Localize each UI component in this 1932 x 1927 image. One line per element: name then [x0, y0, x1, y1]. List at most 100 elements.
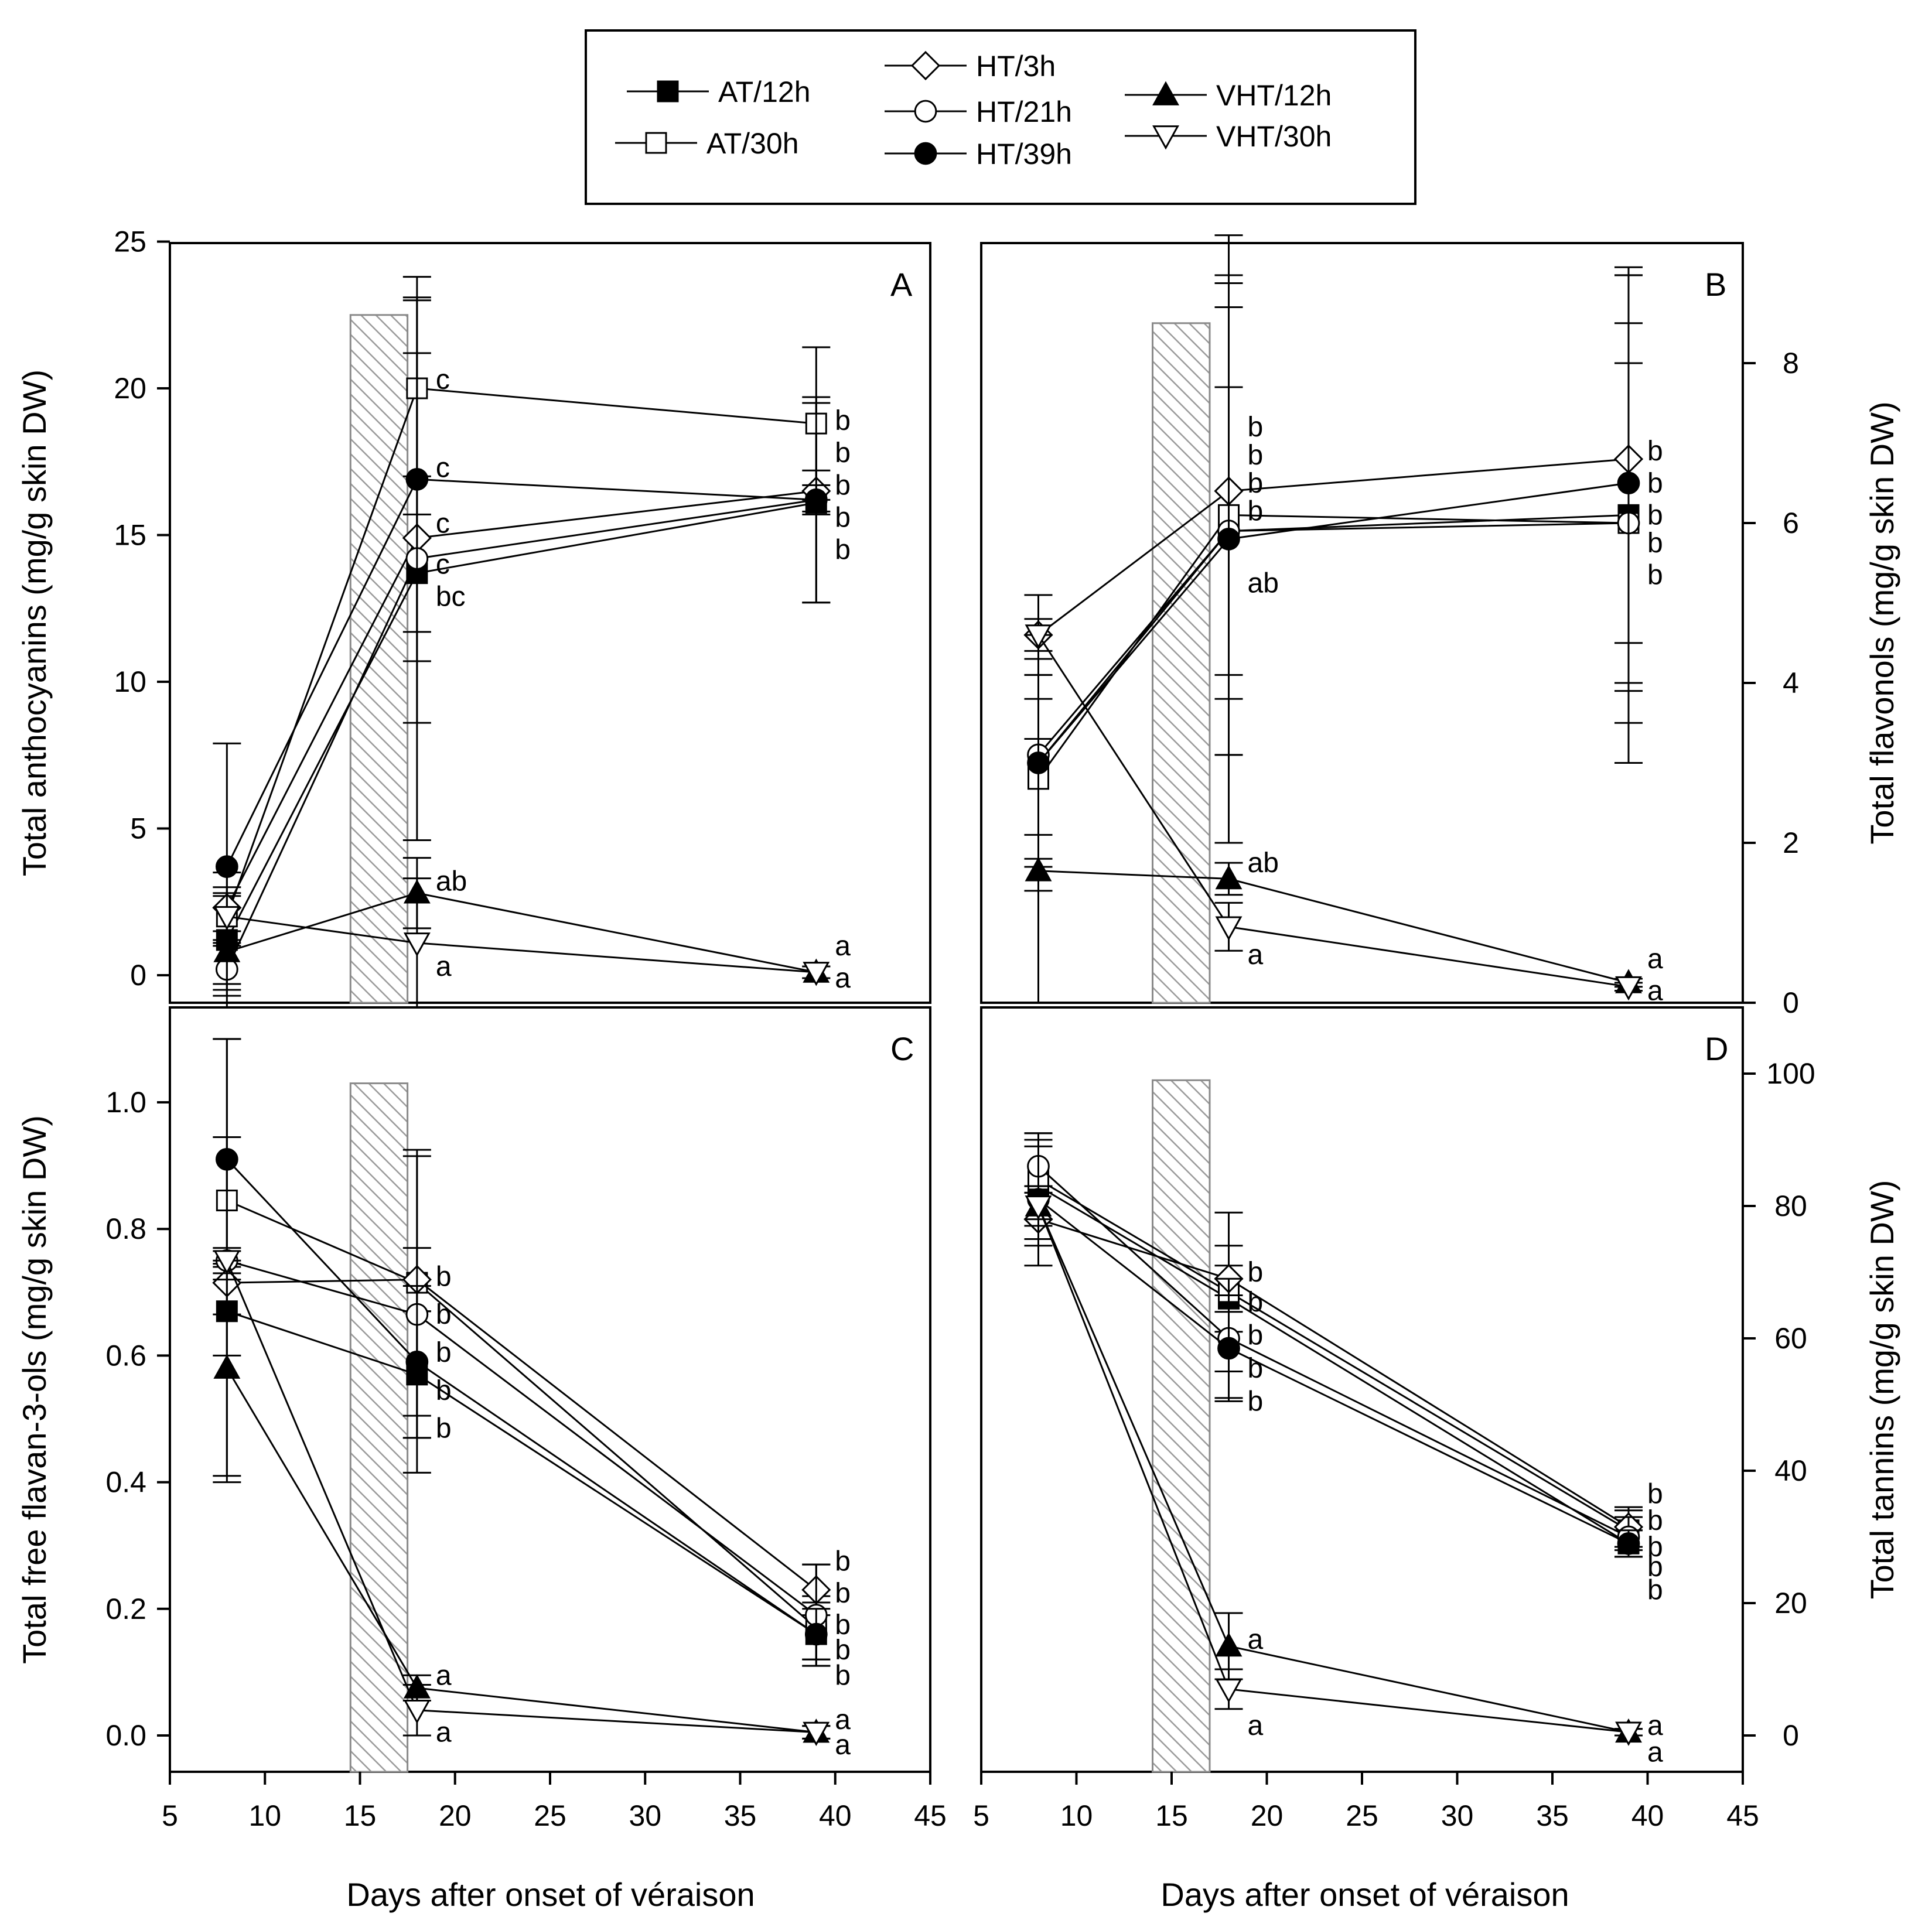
x-tick-label: 20 [1251, 1799, 1284, 1832]
series-vht-30h [213, 877, 831, 1009]
data-point [1215, 1679, 1243, 1703]
x-tick-label: 15 [1155, 1799, 1188, 1832]
x-tick-label: 5 [973, 1799, 989, 1832]
data-point [1615, 976, 1642, 1001]
significance-label: b [835, 1546, 851, 1577]
significance-label: b [835, 470, 851, 501]
legend-marker [657, 80, 679, 102]
panel-letter: B [1705, 266, 1726, 303]
series-at-12h [213, 402, 831, 985]
series-vht-12h [1024, 1185, 1643, 1743]
series-ht-3h [1023, 274, 1644, 700]
significance-label: b [1647, 436, 1663, 467]
data-point [803, 1721, 830, 1747]
legend-label: VHT/30h [1216, 120, 1332, 153]
series-line [226, 1259, 817, 1616]
heat-treatment-bar [349, 314, 409, 1004]
x-tick-label: 5 [162, 1799, 178, 1832]
significance-label: b [436, 1375, 452, 1406]
data-point [213, 938, 241, 962]
significance-label: a [835, 1730, 851, 1761]
y-tick-label: 60 [1774, 1322, 1807, 1355]
significance-label: b [1647, 528, 1663, 559]
legend-items: AT/12h AT/30h HT/3h HT/21h HT/39h VHT/12h VHT/… [615, 50, 1332, 170]
y-tick-label: 40 [1774, 1454, 1807, 1487]
legend-label: HT/39h [976, 138, 1072, 170]
panel-letter: A [890, 266, 913, 303]
legend-label: HT/21h [976, 95, 1072, 128]
series-line [1037, 1205, 1629, 1733]
x-tick-label: 45 [1726, 1799, 1759, 1832]
significance-label: b [835, 1578, 851, 1609]
significance-label: b [1248, 412, 1264, 443]
significance-label: b [835, 1610, 851, 1641]
series-line [226, 1260, 817, 1734]
significance-label: b [835, 1660, 851, 1691]
legend-label: VHT/12h [1216, 79, 1332, 112]
significance-label: a [1647, 1710, 1663, 1741]
legend-marker [1152, 81, 1179, 105]
x-tick-label: 30 [1441, 1799, 1474, 1832]
series-ht-39h [213, 296, 831, 991]
y-tick-label: 20 [1774, 1587, 1807, 1620]
data-point [216, 1147, 238, 1171]
heat-treatment-bar [1152, 322, 1211, 1004]
data-point [1617, 472, 1640, 495]
significance-label: a [1647, 1737, 1663, 1768]
series-vht-30h [213, 1247, 831, 1747]
significance-label: b [1647, 1532, 1663, 1563]
series-at-12h [1024, 1132, 1643, 1558]
data-point [1615, 1721, 1642, 1746]
significance-label: a [1248, 939, 1264, 971]
legend-marker [914, 142, 937, 165]
y-tick-label: 0 [1783, 986, 1799, 1019]
series-line [1038, 1218, 1629, 1528]
series-at-30h [1024, 274, 1643, 860]
series-at-30h [213, 299, 831, 947]
series-line [1037, 1198, 1629, 1545]
y-tick-label: 15 [114, 519, 146, 552]
y-tick-label: 0 [1783, 1719, 1799, 1752]
significance-label: ab [436, 866, 467, 897]
series-vht-30h [1024, 1191, 1643, 1746]
legend-label: AT/12h [718, 76, 811, 108]
significance-label: a [835, 963, 851, 994]
significance-label: b [1248, 496, 1264, 527]
y-axis-title: Total tannins (mg/g skin DW) [1863, 1180, 1900, 1600]
x-tick-label: 30 [629, 1799, 661, 1832]
significance-label: bc [436, 582, 466, 613]
data-point [213, 1250, 241, 1275]
heat-treatment-bar [1152, 1079, 1211, 1773]
data-point [1217, 527, 1240, 551]
x-tick-label: 35 [724, 1799, 757, 1832]
series-line [226, 501, 817, 941]
data-point [213, 1354, 241, 1379]
data-point [803, 962, 830, 986]
series-line [1037, 1185, 1629, 1545]
panel-d: 0 20 40 60 80 100 5 10 15 20 25 30 35 40 45 Total tanni… [973, 1006, 1900, 1832]
significance-label: b [1248, 1353, 1264, 1384]
series-line [226, 387, 817, 917]
significance-label: b [1647, 1552, 1663, 1583]
significance-label: b [1248, 1320, 1264, 1351]
series-ht-39h [213, 1038, 831, 1660]
plot-frame [169, 242, 931, 1004]
data-point [804, 1622, 828, 1646]
legend-marker [910, 50, 941, 81]
y-tick-label: 6 [1783, 507, 1799, 539]
series-line [227, 1279, 817, 1591]
legend-marker [645, 132, 667, 154]
significance-label: c [436, 549, 450, 580]
significance-label: b [436, 1337, 452, 1368]
data-point [403, 1699, 431, 1724]
significance-label: b [1248, 440, 1264, 471]
significance-label: b [835, 1635, 851, 1666]
significance-label: b [835, 535, 851, 566]
series-at-12h [1024, 266, 1643, 868]
significance-label: b [436, 1413, 452, 1444]
series-line [226, 1200, 817, 1629]
panel-letter: D [1705, 1030, 1728, 1067]
significance-label: b [1248, 468, 1264, 499]
series-line [226, 490, 817, 908]
series-line [226, 1310, 817, 1635]
